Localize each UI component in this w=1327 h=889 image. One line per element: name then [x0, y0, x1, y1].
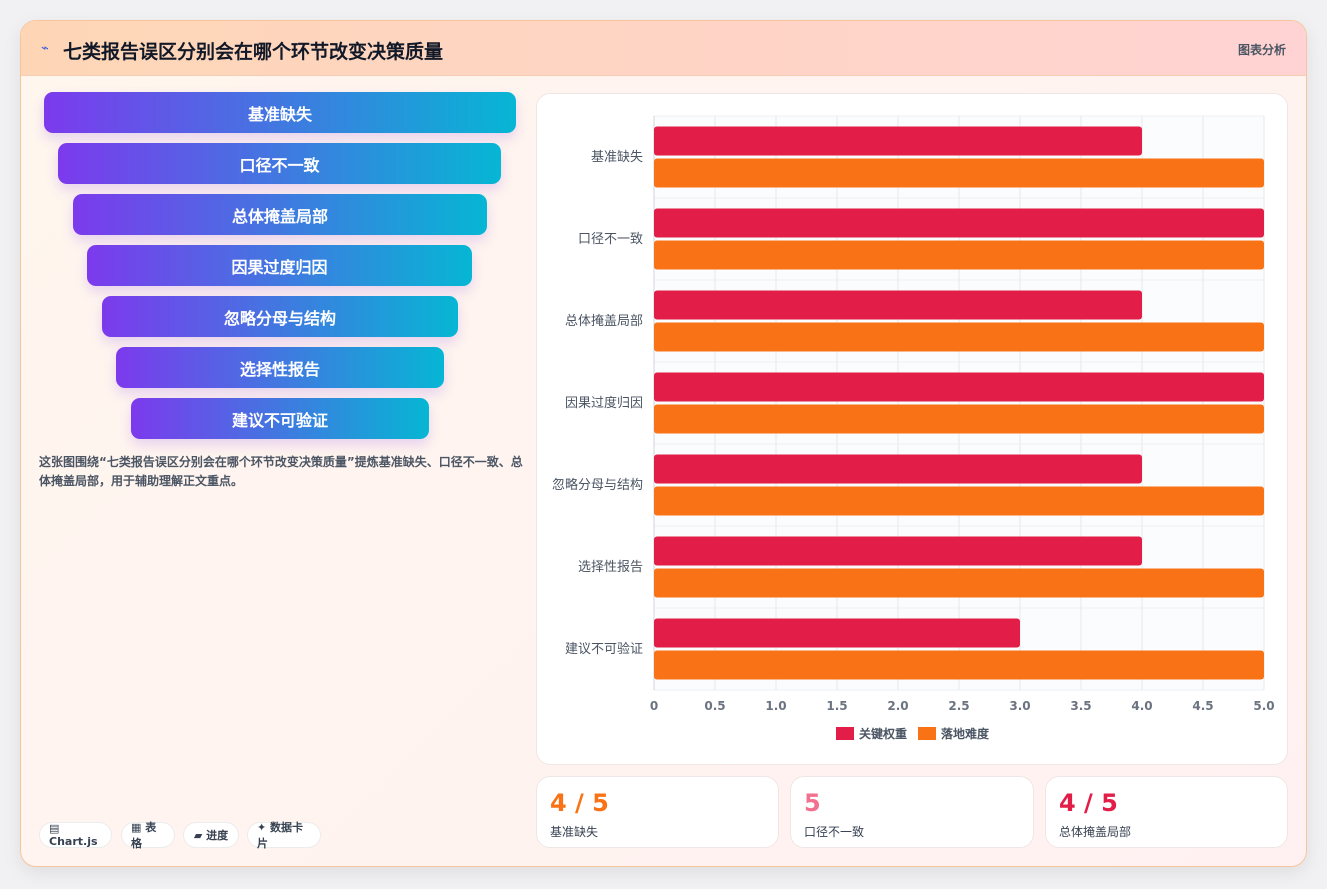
funnel-item[interactable]: 基准缺失 [44, 92, 516, 133]
bar [654, 618, 1020, 648]
bar [654, 322, 1264, 352]
stat-label: 口径不一致 [804, 825, 865, 839]
page-title: 七类报告误区分别会在哪个环节改变决策质量 [63, 41, 444, 63]
x-tick-label: 1.5 [826, 699, 847, 713]
stat-label: 基准缺失 [550, 825, 599, 839]
legend-swatch [836, 727, 854, 740]
sparkle-icon: ⌁ [41, 41, 49, 56]
bar [654, 208, 1264, 238]
x-tick-label: 5.0 [1253, 699, 1274, 713]
y-tick-label: 建议不可验证 [565, 641, 643, 657]
bar [654, 158, 1264, 188]
x-tick-label: 1.0 [765, 699, 786, 713]
funnel-item[interactable]: 口径不一致 [58, 143, 501, 184]
bar [654, 568, 1264, 598]
stat-card: 4 / 5 基准缺失 [536, 776, 779, 848]
funnel-item[interactable]: 选择性报告 [116, 347, 444, 388]
funnel-item[interactable]: 因果过度归因 [87, 245, 472, 286]
stat-card: 4 / 5 总体掩盖局部 [1045, 776, 1288, 848]
x-tick-label: 4.0 [1131, 699, 1152, 713]
y-tick-label: 因果过度归因 [565, 395, 643, 411]
description: 这张图围绕“七类报告误区分别会在哪个环节改变决策质量”提炼基准缺失、口径不一致、… [39, 455, 523, 488]
header: ⌁ 七类报告误区分别会在哪个环节改变决策质量 图表分析 [21, 21, 1306, 76]
x-tick-label: 0.5 [704, 699, 725, 713]
x-tick-label: 2.0 [887, 699, 908, 713]
chip-table[interactable]: ▦ 表格 [121, 821, 175, 850]
x-tick-label: 3.0 [1009, 699, 1030, 713]
main-card: ⌁ 七类报告误区分别会在哪个环节改变决策质量 图表分析 基准缺失 口径不一致 总… [20, 20, 1307, 867]
chart-analysis-tag[interactable]: 图表分析 [1237, 43, 1286, 57]
bar [654, 536, 1142, 566]
y-tick-label: 忽略分母与结构 [552, 477, 643, 493]
bar [654, 290, 1142, 320]
legend-swatch [918, 727, 936, 740]
bar [654, 650, 1264, 680]
funnel-item[interactable]: 建议不可验证 [131, 398, 429, 439]
x-tick-label: 3.5 [1070, 699, 1091, 713]
bar [654, 404, 1264, 434]
stat-value: 5 [804, 789, 821, 817]
chart-panel: 0 0.5 1.0 1.5 2.0 2.5 3.0 3.5 4.0 4.5 5.0 基准缺失口径不一致… [536, 93, 1288, 765]
x-tick-label: 0 [650, 699, 658, 713]
funnel-item[interactable]: 总体掩盖局部 [73, 194, 487, 235]
bar [654, 240, 1264, 270]
y-tick-label: 基准缺失 [591, 150, 643, 165]
chip-chartjs[interactable]: ▤ Chart.js [39, 822, 112, 848]
bar [654, 126, 1142, 156]
bar [654, 454, 1142, 484]
y-tick-label: 总体掩盖局部 [565, 314, 643, 329]
stat-label: 总体掩盖局部 [1059, 825, 1132, 839]
stat-value: 4 / 5 [550, 789, 609, 817]
stat-value: 4 / 5 [1059, 789, 1118, 817]
stat-card: 5 口径不一致 [790, 776, 1034, 848]
funnel-item[interactable]: 忽略分母与结构 [102, 296, 458, 337]
x-tick-label: 2.5 [948, 699, 969, 713]
chip-progress[interactable]: ▰ 进度 [183, 822, 239, 848]
bar [654, 486, 1264, 516]
legend-label: 关键权重 [859, 726, 907, 741]
x-tick-label: 4.5 [1192, 699, 1213, 713]
chip-data-card[interactable]: ✦ 数据卡片 [247, 821, 321, 850]
bar-chart: 0 0.5 1.0 1.5 2.0 2.5 3.0 3.5 4.0 4.5 5.0 基准缺失口径不一致… [552, 115, 1275, 741]
y-tick-label: 口径不一致 [578, 232, 643, 247]
y-tick-label: 选择性报告 [578, 560, 643, 575]
bar [654, 372, 1264, 402]
legend-label: 落地难度 [941, 726, 990, 741]
